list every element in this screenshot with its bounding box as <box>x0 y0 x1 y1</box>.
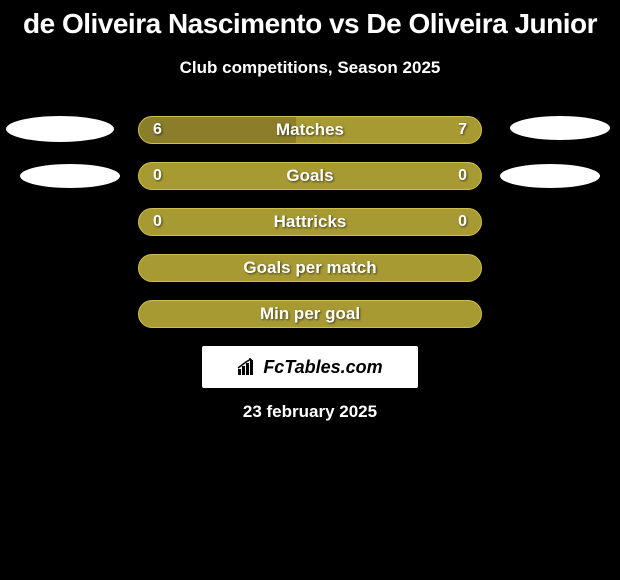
bar-chart-icon <box>237 358 259 376</box>
comparison-area: 6 Matches 7 0 Goals 0 0 Hattricks 0 Goal… <box>0 116 620 328</box>
bar-hattricks: 0 Hattricks 0 <box>138 208 482 236</box>
player-left-ellipse-2 <box>20 164 120 188</box>
infographic-container: de Oliveira Nascimento vs De Oliveira Ju… <box>0 0 620 422</box>
player-right-ellipse-1 <box>510 116 610 140</box>
bar-hattricks-left-value: 0 <box>153 213 162 231</box>
bar-matches-fill <box>139 117 296 143</box>
page-title: de Oliveira Nascimento vs De Oliveira Ju… <box>0 8 620 40</box>
bar-goals-label: Goals <box>139 166 481 186</box>
bar-hattricks-label: Hattricks <box>139 212 481 232</box>
page-subtitle: Club competitions, Season 2025 <box>0 58 620 78</box>
bar-goals-left-value: 0 <box>153 167 162 185</box>
date-text: 23 february 2025 <box>0 402 620 422</box>
fctables-logo: FcTables.com <box>202 346 418 388</box>
player-right-ellipse-2 <box>500 164 600 188</box>
player-left-ellipse-1 <box>6 116 114 142</box>
bar-matches-left-value: 6 <box>153 121 162 139</box>
comparison-bars: 6 Matches 7 0 Goals 0 0 Hattricks 0 Goal… <box>138 116 482 328</box>
bar-min-per-goal: Min per goal <box>138 300 482 328</box>
fctables-logo-text: FcTables.com <box>263 357 382 378</box>
bar-goals: 0 Goals 0 <box>138 162 482 190</box>
bar-mpg-label: Min per goal <box>139 304 481 324</box>
bar-hattricks-right-value: 0 <box>458 213 467 231</box>
bar-goals-right-value: 0 <box>458 167 467 185</box>
bar-gpm-label: Goals per match <box>139 258 481 278</box>
bar-goals-per-match: Goals per match <box>138 254 482 282</box>
bar-matches: 6 Matches 7 <box>138 116 482 144</box>
bar-matches-right-value: 7 <box>458 121 467 139</box>
